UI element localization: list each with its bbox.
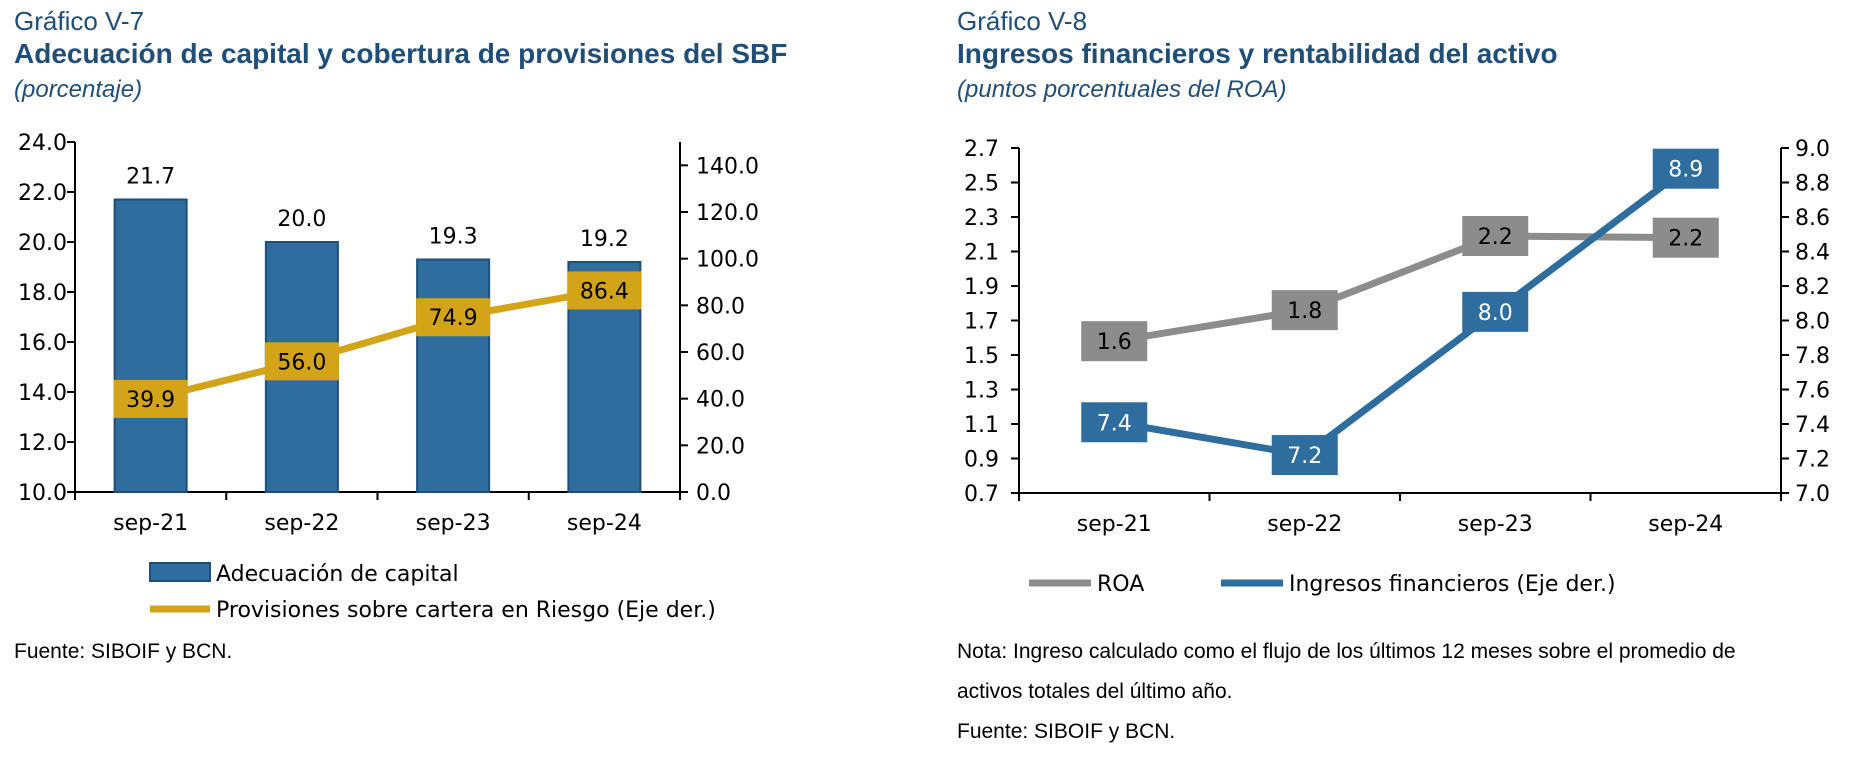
legend-label-capital: Adecuación de capital bbox=[216, 562, 459, 587]
x-tick-label: sep-23 bbox=[416, 511, 491, 536]
y-tick-label-left: 10.0 bbox=[18, 481, 67, 506]
roa-value-label: 2.2 bbox=[1668, 227, 1703, 252]
x-tick-label: sep-22 bbox=[264, 511, 339, 536]
financial-income-roa-chart: 0.7 0.9 1.1 1.3 1.5 1.7 1.9 2.1 2.3 2.5 2.7 7.0 7.2 7… bbox=[964, 137, 1830, 597]
legend-label-income: Ingresos financieros (Eje der.) bbox=[1289, 572, 1616, 597]
bar-capital-adequacy bbox=[113, 198, 188, 493]
bar-value-label: 19.3 bbox=[429, 225, 478, 250]
roa-value-label: 1.8 bbox=[1287, 299, 1322, 324]
bar-value-label: 21.7 bbox=[126, 165, 175, 190]
y-tick-label-left: 1.3 bbox=[964, 379, 999, 404]
bar-value-label: 20.0 bbox=[277, 207, 326, 232]
legend-label-provisions: Provisiones sobre cartera en Riesgo (Eje… bbox=[216, 598, 716, 623]
bar-value-label: 19.2 bbox=[580, 227, 629, 252]
income-value-label: 8.9 bbox=[1668, 158, 1703, 183]
income-label-box bbox=[1462, 291, 1529, 332]
provisions-label-box bbox=[567, 271, 642, 310]
income-value-label: 7.2 bbox=[1287, 444, 1322, 469]
y-tick-label-left: 2.1 bbox=[964, 241, 999, 266]
y-tick-label-right: 100.0 bbox=[696, 248, 759, 273]
y-tick-label-left: 18.0 bbox=[18, 281, 67, 306]
income-label-box bbox=[1652, 148, 1719, 189]
provisions-label-box bbox=[416, 298, 491, 337]
chart-panel-right: Gráfico V-8 Ingresos financieros y renta… bbox=[929, 0, 1858, 757]
chart-number: Gráfico V-7 bbox=[14, 6, 145, 36]
y-tick-label-right: 9.0 bbox=[1795, 137, 1830, 162]
provisions-label-box bbox=[264, 342, 339, 381]
x-tick-label: sep-23 bbox=[1458, 512, 1533, 537]
line-roa bbox=[1113, 232, 1686, 345]
y-tick-label-right: 20.0 bbox=[696, 434, 745, 459]
line-provisions bbox=[149, 286, 605, 403]
y-tick-label-right: 8.8 bbox=[1795, 172, 1830, 197]
roa-label-box bbox=[1462, 215, 1529, 256]
source-note: Fuente: SIBOIF y BCN. bbox=[957, 720, 1176, 743]
chart-title: Adecuación de capital y cobertura de pro… bbox=[14, 38, 788, 69]
y-tick-label-right: 7.0 bbox=[1795, 482, 1830, 507]
y-tick-label-left: 22.0 bbox=[18, 181, 67, 206]
income-value-label: 8.0 bbox=[1478, 301, 1513, 326]
y-tick-label-left: 14.0 bbox=[18, 381, 67, 406]
provisions-value-label: 39.9 bbox=[126, 388, 175, 413]
x-tick-label: sep-22 bbox=[1267, 512, 1342, 537]
chart-title: Ingresos financieros y rentabilidad del … bbox=[957, 38, 1558, 69]
y-tick-label-right: 0.0 bbox=[696, 481, 731, 506]
y-tick-label-left: 16.0 bbox=[18, 331, 67, 356]
income-value-label: 7.4 bbox=[1097, 411, 1132, 436]
methodology-note: Nota: Ingreso calculado como el flujo de… bbox=[957, 640, 1736, 663]
y-tick-label-right: 8.0 bbox=[1795, 310, 1830, 335]
y-tick-label-right: 60.0 bbox=[696, 341, 745, 366]
provisions-value-label: 74.9 bbox=[429, 306, 478, 331]
y-tick-label-left: 1.1 bbox=[964, 413, 999, 438]
y-tick-label-left: 1.9 bbox=[964, 275, 999, 300]
chart-panel-left: Gráfico V-7 Adecuación de capital y cobe… bbox=[14, 6, 788, 663]
y-tick-label-left: 20.0 bbox=[18, 231, 67, 256]
y-tick-label-right: 8.4 bbox=[1795, 241, 1830, 266]
income-label-box bbox=[1271, 435, 1338, 476]
x-tick-label: sep-21 bbox=[1077, 512, 1152, 537]
y-tick-label-right: 140.0 bbox=[696, 154, 759, 179]
y-tick-label-left: 1.5 bbox=[964, 344, 999, 369]
y-tick-label-right: 120.0 bbox=[696, 201, 759, 226]
line-financial-income bbox=[1113, 165, 1688, 459]
y-tick-label-left: 0.9 bbox=[964, 448, 999, 473]
y-tick-label-left: 1.7 bbox=[964, 310, 999, 335]
roa-label-box bbox=[1271, 290, 1338, 331]
y-tick-label-left: 0.7 bbox=[964, 482, 999, 507]
y-tick-label-left: 2.7 bbox=[964, 137, 999, 162]
capital-adequacy-chart: 10.0 12.0 14.0 16.0 18.0 20.0 22.0 24.0 0.0 20.0 4… bbox=[18, 131, 759, 623]
y-tick-label-left: 24.0 bbox=[18, 131, 67, 156]
y-tick-label-left: 2.5 bbox=[964, 172, 999, 197]
chart-unit: (porcentaje) bbox=[14, 76, 143, 103]
methodology-note-continued: activos totales del último año. bbox=[957, 680, 1233, 703]
y-tick-label-right: 8.6 bbox=[1795, 206, 1830, 231]
y-tick-label-right: 40.0 bbox=[696, 388, 745, 413]
legend-label-roa: ROA bbox=[1097, 572, 1144, 597]
y-tick-label-right: 7.2 bbox=[1795, 448, 1830, 473]
provisions-label-box bbox=[113, 379, 188, 418]
x-tick-label: sep-24 bbox=[1648, 512, 1723, 537]
y-tick-label-left: 2.3 bbox=[964, 206, 999, 231]
provisions-value-label: 86.4 bbox=[580, 279, 629, 304]
x-tick-label: sep-24 bbox=[567, 511, 642, 536]
roa-value-label: 2.2 bbox=[1478, 225, 1513, 250]
y-tick-label-left: 12.0 bbox=[18, 431, 67, 456]
y-tick-label-right: 7.6 bbox=[1795, 379, 1830, 404]
roa-value-label: 1.6 bbox=[1097, 330, 1132, 355]
y-tick-label-right: 80.0 bbox=[696, 294, 745, 319]
chart-number: Gráfico V-8 bbox=[957, 6, 1088, 36]
roa-label-box bbox=[1081, 321, 1148, 362]
x-tick-label: sep-21 bbox=[113, 511, 188, 536]
source-note: Fuente: SIBOIF y BCN. bbox=[14, 640, 233, 663]
bar-capital-adequacy bbox=[416, 258, 491, 493]
provisions-value-label: 56.0 bbox=[277, 350, 326, 375]
y-tick-label-right: 7.4 bbox=[1795, 413, 1830, 438]
roa-label-box bbox=[1652, 217, 1719, 258]
legend-swatch-capital bbox=[149, 562, 211, 582]
y-tick-label-right: 8.2 bbox=[1795, 275, 1830, 300]
chart-unit: (puntos porcentuales del ROA) bbox=[957, 76, 1287, 103]
income-label-box bbox=[1081, 402, 1148, 443]
y-tick-label-right: 7.8 bbox=[1795, 344, 1830, 369]
